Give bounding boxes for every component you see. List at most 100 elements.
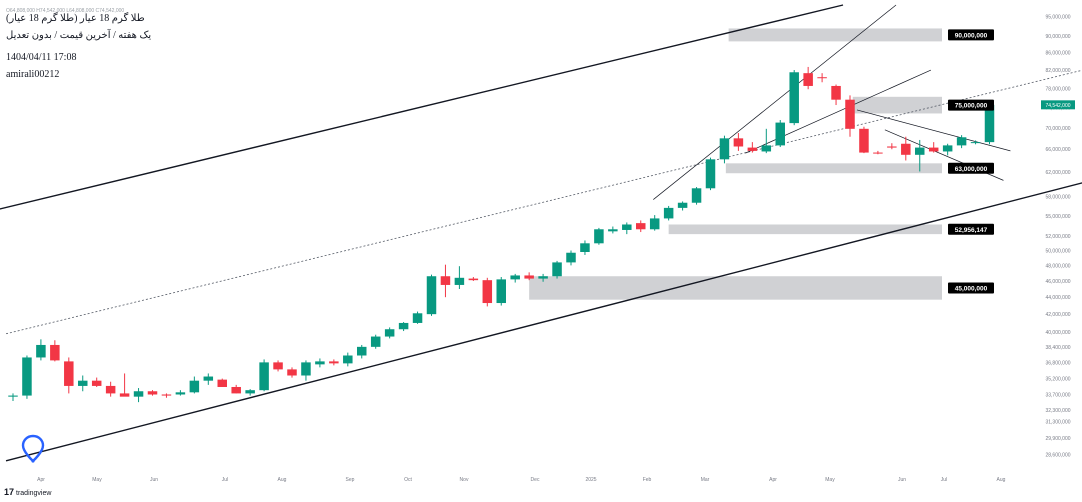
candle-body bbox=[398, 322, 409, 330]
candle-body bbox=[887, 146, 897, 148]
candle-body bbox=[315, 361, 325, 365]
candle-body bbox=[510, 275, 520, 280]
y-tick-label: 48,000,000 bbox=[1045, 263, 1070, 269]
candle-63 bbox=[887, 143, 897, 150]
candle-body bbox=[454, 277, 465, 285]
candle-body bbox=[719, 138, 730, 160]
tradingview-wordmark: tradingview bbox=[16, 490, 52, 497]
x-tick-label: Apr bbox=[769, 477, 777, 483]
time-axis[interactable]: Apr May Jun Jul Aug Sep Oct Nov Dec 2025 Feb Mar Apr… bbox=[37, 477, 1006, 483]
candle-body bbox=[691, 188, 702, 203]
candle-34 bbox=[482, 277, 493, 307]
candle-48 bbox=[677, 201, 688, 211]
candle-23 bbox=[329, 359, 339, 366]
candle-body bbox=[636, 223, 646, 230]
candle-body bbox=[175, 392, 186, 395]
candle-27 bbox=[384, 327, 395, 339]
candle-body bbox=[733, 138, 744, 147]
y-tick-label: 44,000,000 bbox=[1045, 295, 1070, 301]
zone-label-bg-0 bbox=[948, 29, 994, 41]
x-tick-label: Feb bbox=[643, 477, 652, 483]
candle-53 bbox=[747, 142, 758, 153]
candle-body bbox=[273, 362, 283, 370]
candle-body bbox=[552, 262, 562, 277]
candle-33 bbox=[468, 277, 479, 281]
candle-body bbox=[580, 243, 590, 253]
candle-body bbox=[622, 224, 632, 230]
y-tick-label: 55,000,000 bbox=[1045, 214, 1070, 220]
y-tick-label: 95,000,000 bbox=[1045, 14, 1070, 20]
candle-49 bbox=[691, 187, 702, 205]
trendline-0 bbox=[0, 4, 844, 210]
candle-11 bbox=[161, 393, 172, 398]
candle-body bbox=[78, 380, 88, 386]
candle-body bbox=[119, 393, 130, 397]
candle-45 bbox=[636, 220, 646, 233]
candle-body bbox=[161, 394, 172, 396]
candle-16 bbox=[231, 384, 241, 394]
candle-body bbox=[287, 369, 297, 376]
tradingview-logo[interactable]: 17 tradingview bbox=[4, 487, 51, 497]
candle-body bbox=[64, 361, 74, 386]
candle-37 bbox=[524, 272, 534, 281]
candle-body bbox=[956, 137, 967, 146]
candle-15 bbox=[217, 378, 227, 387]
candle-42 bbox=[594, 227, 604, 245]
candle-body bbox=[426, 276, 437, 315]
price-axis[interactable]: 28,600,000 29,900,000 31,300,000 32,300,000… bbox=[1041, 14, 1075, 458]
y-tick-label: 38,400,000 bbox=[1045, 345, 1070, 351]
candle-61 bbox=[859, 126, 869, 154]
candle-24 bbox=[343, 352, 353, 367]
candle-20 bbox=[287, 367, 297, 378]
candle-body bbox=[873, 152, 883, 154]
y-tick-label: 58,000,000 bbox=[1045, 194, 1070, 200]
y-tick-label: 28,600,000 bbox=[1045, 452, 1070, 458]
candle-body bbox=[789, 72, 799, 124]
candle-body bbox=[343, 355, 353, 364]
zone-label-0: 90,000,000 bbox=[955, 32, 988, 39]
y-tick-label: 42,000,000 bbox=[1045, 312, 1070, 318]
y-tick-label: 86,000,000 bbox=[1045, 51, 1070, 57]
location-pin-icon[interactable] bbox=[20, 434, 46, 464]
candle-30 bbox=[426, 274, 437, 316]
candle-body bbox=[329, 361, 339, 364]
candle-body bbox=[677, 202, 688, 208]
candle-55 bbox=[775, 120, 785, 148]
x-tick-label: Jul bbox=[222, 477, 228, 483]
candle-18 bbox=[259, 359, 269, 392]
x-tick-label: May bbox=[92, 477, 102, 483]
candle-5 bbox=[78, 375, 88, 392]
zone-label-bg-2 bbox=[948, 162, 994, 174]
candle-body bbox=[231, 386, 241, 394]
candle-36 bbox=[510, 273, 520, 283]
candle-68 bbox=[956, 135, 967, 149]
x-tick-label: Apr bbox=[37, 477, 45, 483]
candles bbox=[8, 66, 995, 403]
candle-body bbox=[259, 362, 269, 391]
candle-body bbox=[594, 229, 604, 244]
candle-66 bbox=[928, 142, 939, 153]
candle-51 bbox=[719, 135, 730, 164]
tradingview-mark-icon: 17 bbox=[4, 487, 15, 497]
candle-14 bbox=[203, 373, 214, 385]
y-tick-label: 46,000,000 bbox=[1045, 279, 1070, 285]
candle-54 bbox=[761, 128, 772, 154]
candle-64 bbox=[901, 136, 911, 161]
candle-body bbox=[440, 276, 451, 285]
candle-body bbox=[357, 346, 367, 356]
zone-label-bg-3 bbox=[948, 223, 994, 235]
candle-body bbox=[189, 380, 200, 393]
candle-body bbox=[50, 344, 60, 361]
y-tick-label: 31,300,000 bbox=[1045, 419, 1070, 425]
candle-46 bbox=[649, 215, 660, 231]
x-tick-label: Jul bbox=[941, 477, 947, 483]
candle-3 bbox=[50, 340, 60, 362]
candle-body bbox=[133, 391, 144, 397]
candle-body bbox=[468, 278, 479, 281]
candle-body bbox=[496, 279, 506, 304]
candle-body bbox=[384, 329, 395, 337]
y-tick-label: 33,700,000 bbox=[1045, 392, 1070, 398]
candle-19 bbox=[273, 360, 283, 372]
candle-body bbox=[845, 99, 855, 129]
